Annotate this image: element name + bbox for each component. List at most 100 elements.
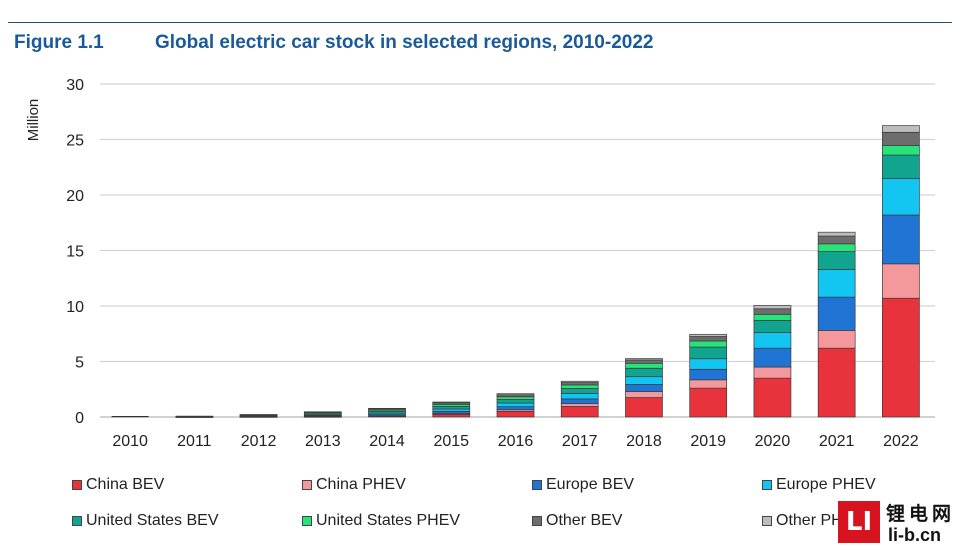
y-tick-label: 15 <box>66 244 84 261</box>
legend-item: Europe BEV <box>532 476 634 494</box>
bar-segment <box>175 415 214 418</box>
legend-label: Europe PHEV <box>776 476 876 493</box>
bar-segment <box>689 379 728 389</box>
bar-segment <box>625 362 663 369</box>
bar-segment <box>625 384 663 392</box>
figure-label: Figure 1.1 <box>14 32 104 53</box>
bar-segment <box>753 320 792 333</box>
bar-segment <box>625 376 663 385</box>
x-tick-label: 2015 <box>433 433 469 450</box>
y-tick-label: 10 <box>66 299 84 316</box>
watermark-chinese-text: 锂电网 <box>886 503 955 525</box>
bar-segment <box>689 358 728 370</box>
legend-item: Other BEV <box>532 512 622 530</box>
y-tick-label: 25 <box>66 133 84 150</box>
bar-segment <box>496 402 535 408</box>
bar-segment <box>496 399 535 404</box>
bar-segment <box>817 330 856 349</box>
bar-segment <box>111 416 149 418</box>
bar-segment <box>625 358 663 361</box>
y-tick-label: 0 <box>75 410 84 427</box>
bar-segment <box>625 359 663 364</box>
bar-segment <box>560 393 599 400</box>
watermark: LI 锂电网 li-b.cn <box>838 497 955 551</box>
stacked-bar-chart: 0 5 10 15 20 25 30 Million 2010 2011 2012 2013 2014 2… <box>25 77 935 450</box>
bar-segment <box>560 406 599 418</box>
x-tick-label: 2012 <box>241 433 277 450</box>
bar-segment <box>689 387 728 418</box>
bar-segment <box>239 414 278 416</box>
y-axis-label: Million <box>25 99 42 142</box>
legend-swatch <box>72 480 82 490</box>
bar-segment <box>560 403 599 407</box>
bar-segment <box>882 214 920 265</box>
bar-segment <box>753 366 792 379</box>
bar-segment <box>689 336 728 342</box>
x-tick-label: 2014 <box>369 433 405 450</box>
bar-segment <box>882 154 920 179</box>
legend-label: United States PHEV <box>316 512 461 529</box>
bar-segment <box>560 380 599 383</box>
legend-item: United States PHEV <box>302 512 460 530</box>
bar-segment <box>882 145 920 156</box>
x-tick-label: 2011 <box>177 433 212 450</box>
legend-item: Europe PHEV <box>762 476 876 494</box>
bar-segment <box>689 368 728 381</box>
bar-segment <box>817 269 856 298</box>
top-rule <box>8 22 952 23</box>
bar-segment <box>882 125 920 133</box>
y-tick-label: 20 <box>66 188 84 205</box>
bar-segment <box>753 305 792 310</box>
bar-segment <box>817 243 856 252</box>
legend-swatch <box>72 516 82 526</box>
x-tick-label: 2022 <box>883 433 919 450</box>
y-tick-label: 5 <box>75 355 84 372</box>
bar-segment <box>496 411 535 418</box>
bar-segment <box>689 346 728 360</box>
chart-legend: China BEV China PHEV Europe BEV Europe PHEV… <box>0 470 955 540</box>
x-tick-label: 2019 <box>690 433 726 450</box>
bar-segment <box>496 396 535 400</box>
legend-swatch <box>532 516 542 526</box>
bar-segment <box>625 367 663 378</box>
legend-swatch <box>762 480 772 490</box>
figure-title: Global electric car stock in selected re… <box>155 32 654 53</box>
x-tick-label: 2021 <box>819 433 855 450</box>
bar-segment <box>753 377 792 418</box>
bar-segment <box>882 131 920 146</box>
legend-swatch <box>532 480 542 490</box>
y-tick-label: 30 <box>66 77 84 94</box>
legend-label: Other BEV <box>546 512 623 529</box>
bar-segment <box>882 297 920 418</box>
bar-segment <box>753 347 792 368</box>
bar-segment <box>882 178 920 216</box>
x-tick-label: 2010 <box>112 433 148 450</box>
bar-segment <box>432 413 471 418</box>
x-tick-label: 2016 <box>498 433 534 450</box>
bar-segment <box>625 391 663 398</box>
bar-segment <box>432 401 471 404</box>
bar-segment <box>560 388 599 394</box>
bar-segment <box>625 397 663 418</box>
legend-swatch <box>302 480 312 490</box>
bar-segment <box>368 407 406 410</box>
legend-label: China PHEV <box>316 476 406 493</box>
bar-segment <box>496 406 535 411</box>
bar-segment <box>496 393 535 396</box>
bar-segment <box>817 296 856 331</box>
legend-label: United States BEV <box>86 512 219 529</box>
watermark-url: li-b.cn <box>888 525 941 545</box>
bar-segment <box>753 332 792 349</box>
bar-segment <box>689 340 728 348</box>
bar-segment <box>817 235 856 245</box>
bar-segment <box>817 347 856 418</box>
watermark-logo: LI <box>838 501 880 543</box>
legend-item: China BEV <box>72 476 164 494</box>
x-tick-label: 2017 <box>562 433 598 450</box>
bar-segment <box>753 308 792 315</box>
bar-segment <box>753 313 792 321</box>
legend-swatch <box>302 516 312 526</box>
x-tick-label: 2018 <box>626 433 662 450</box>
bar-segment <box>817 231 856 237</box>
bar-segment <box>432 405 471 410</box>
